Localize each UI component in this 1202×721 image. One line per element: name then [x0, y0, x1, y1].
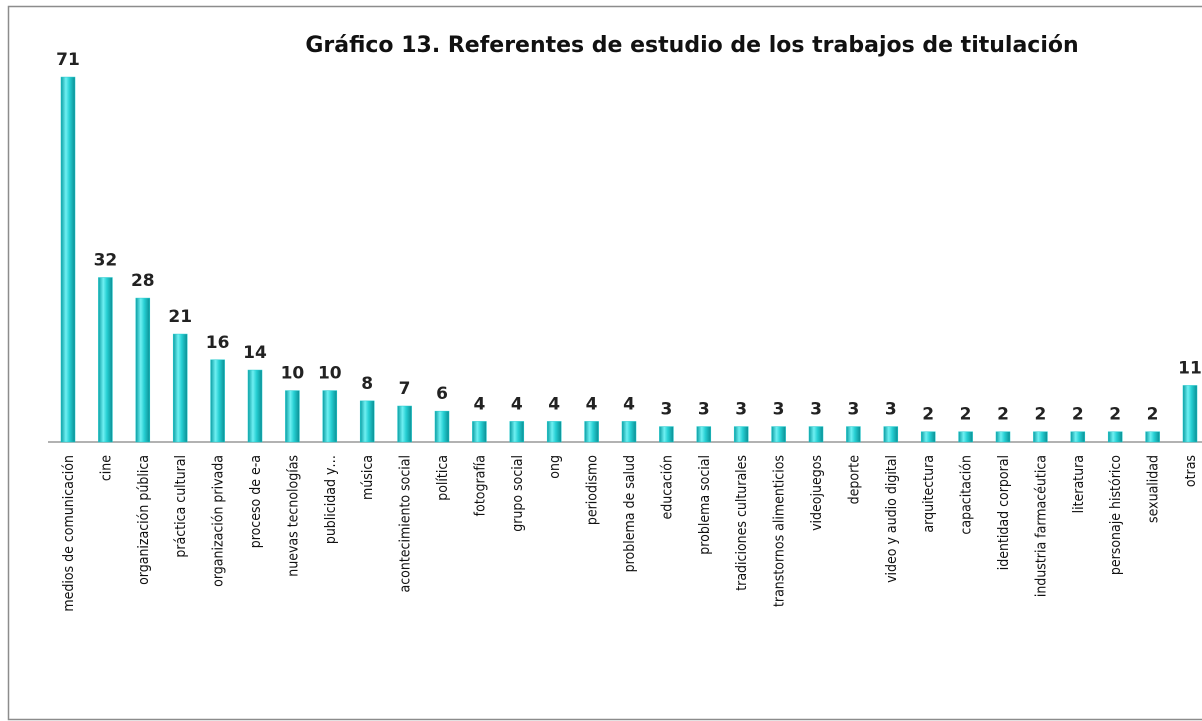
x-tick-label: transtornos alimenticios	[772, 455, 788, 607]
bar	[1107, 431, 1123, 443]
value-label: 2	[1034, 405, 1046, 425]
bar	[846, 426, 861, 443]
x-tick-label: proceso de e-a	[248, 455, 264, 548]
value-label: 4	[623, 394, 635, 414]
bar	[1182, 385, 1198, 443]
value-label: 2	[1147, 405, 1159, 425]
value-label: 4	[586, 394, 598, 414]
value-label: 4	[473, 394, 485, 414]
bar	[546, 421, 562, 443]
bar	[172, 333, 188, 443]
x-tick-label: organización privada	[211, 455, 227, 587]
x-tick-label: deporte	[846, 455, 862, 505]
x-tick-label: nuevas tecnologías	[285, 455, 301, 577]
x-tick-label: capacitación	[959, 455, 975, 535]
bar	[397, 405, 412, 443]
value-label: 8	[361, 374, 373, 394]
bar	[1033, 431, 1048, 443]
bar	[621, 421, 637, 443]
x-tick-label: grupo social	[510, 455, 526, 532]
x-tick-label: práctica cultural	[173, 455, 189, 558]
x-tick-label: ong	[547, 455, 563, 479]
value-label: 32	[94, 251, 118, 271]
x-tick-label: sexualidad	[1146, 455, 1162, 523]
x-tick-label: identidad corporal	[996, 455, 1012, 570]
value-label: 3	[735, 400, 747, 420]
x-tick-label: publicidad y…	[323, 455, 339, 544]
value-label: 10	[318, 364, 342, 384]
value-label: 3	[698, 400, 710, 420]
bar	[1070, 431, 1086, 443]
x-tick-label: cine	[98, 455, 114, 481]
x-tick-label: medios de comunicación	[61, 455, 77, 612]
bar	[98, 277, 113, 443]
x-tick-label: otras	[1183, 455, 1199, 487]
x-tick-label: fotografía	[472, 455, 488, 516]
value-label: 16	[206, 333, 230, 353]
x-tick-label: tradiciones culturales	[734, 455, 750, 591]
value-label: 21	[168, 307, 192, 327]
bar	[883, 426, 899, 443]
value-label: 3	[810, 400, 822, 420]
value-label: 11	[1178, 358, 1202, 378]
bar	[509, 421, 525, 443]
bar	[210, 359, 225, 443]
value-label: 4	[548, 394, 560, 414]
bar	[322, 390, 338, 443]
value-label: 28	[131, 271, 155, 291]
x-tick-label: problema de salud	[622, 455, 638, 572]
bar	[472, 421, 487, 443]
bar	[359, 400, 375, 443]
bar	[584, 421, 599, 443]
x-tick-label: industria farmacéutica	[1033, 455, 1049, 597]
bar	[1145, 431, 1160, 443]
value-label: 6	[436, 384, 448, 404]
value-label: 7	[399, 379, 411, 399]
bar	[771, 426, 786, 443]
x-tick-label: video y audio digital	[884, 455, 900, 583]
value-label: 3	[885, 400, 897, 420]
value-label: 14	[243, 343, 267, 363]
bar	[920, 431, 936, 443]
x-tick-label: arquitectura	[921, 455, 937, 533]
chart-frame	[7, 5, 1202, 721]
x-tick-label: periodismo	[585, 455, 601, 525]
value-label: 4	[511, 394, 523, 414]
value-label: 3	[660, 400, 672, 420]
x-tick-label: acontecimiento social	[398, 455, 414, 593]
bar	[247, 369, 263, 443]
value-label: 71	[56, 50, 80, 70]
bar	[995, 431, 1011, 443]
x-tick-label: organización pública	[136, 455, 152, 585]
value-label: 3	[847, 400, 859, 420]
value-label: 3	[773, 400, 785, 420]
bar	[696, 426, 712, 443]
bar	[733, 426, 749, 443]
x-tick-label: música	[360, 455, 376, 500]
bar	[958, 431, 973, 443]
value-label: 2	[1072, 405, 1084, 425]
x-tick-label: educación	[659, 455, 675, 520]
bar	[60, 76, 76, 443]
value-label: 2	[1109, 405, 1121, 425]
bar	[808, 426, 824, 443]
chart-title: Gráfico 13. Referentes de estudio de los…	[305, 33, 1078, 58]
bar	[285, 390, 300, 443]
x-tick-label: literatura	[1071, 455, 1087, 513]
value-label: 2	[922, 405, 934, 425]
bar	[434, 410, 450, 443]
value-label: 10	[281, 364, 305, 384]
bar	[135, 297, 151, 443]
bar	[659, 426, 674, 443]
x-tick-label: problema social	[697, 455, 713, 555]
x-tick-label: videojuegos	[809, 455, 825, 531]
value-label: 2	[997, 405, 1009, 425]
x-tick-label: política	[435, 455, 451, 501]
x-tick-label: personaje histórico	[1108, 455, 1124, 575]
value-label: 2	[960, 405, 972, 425]
